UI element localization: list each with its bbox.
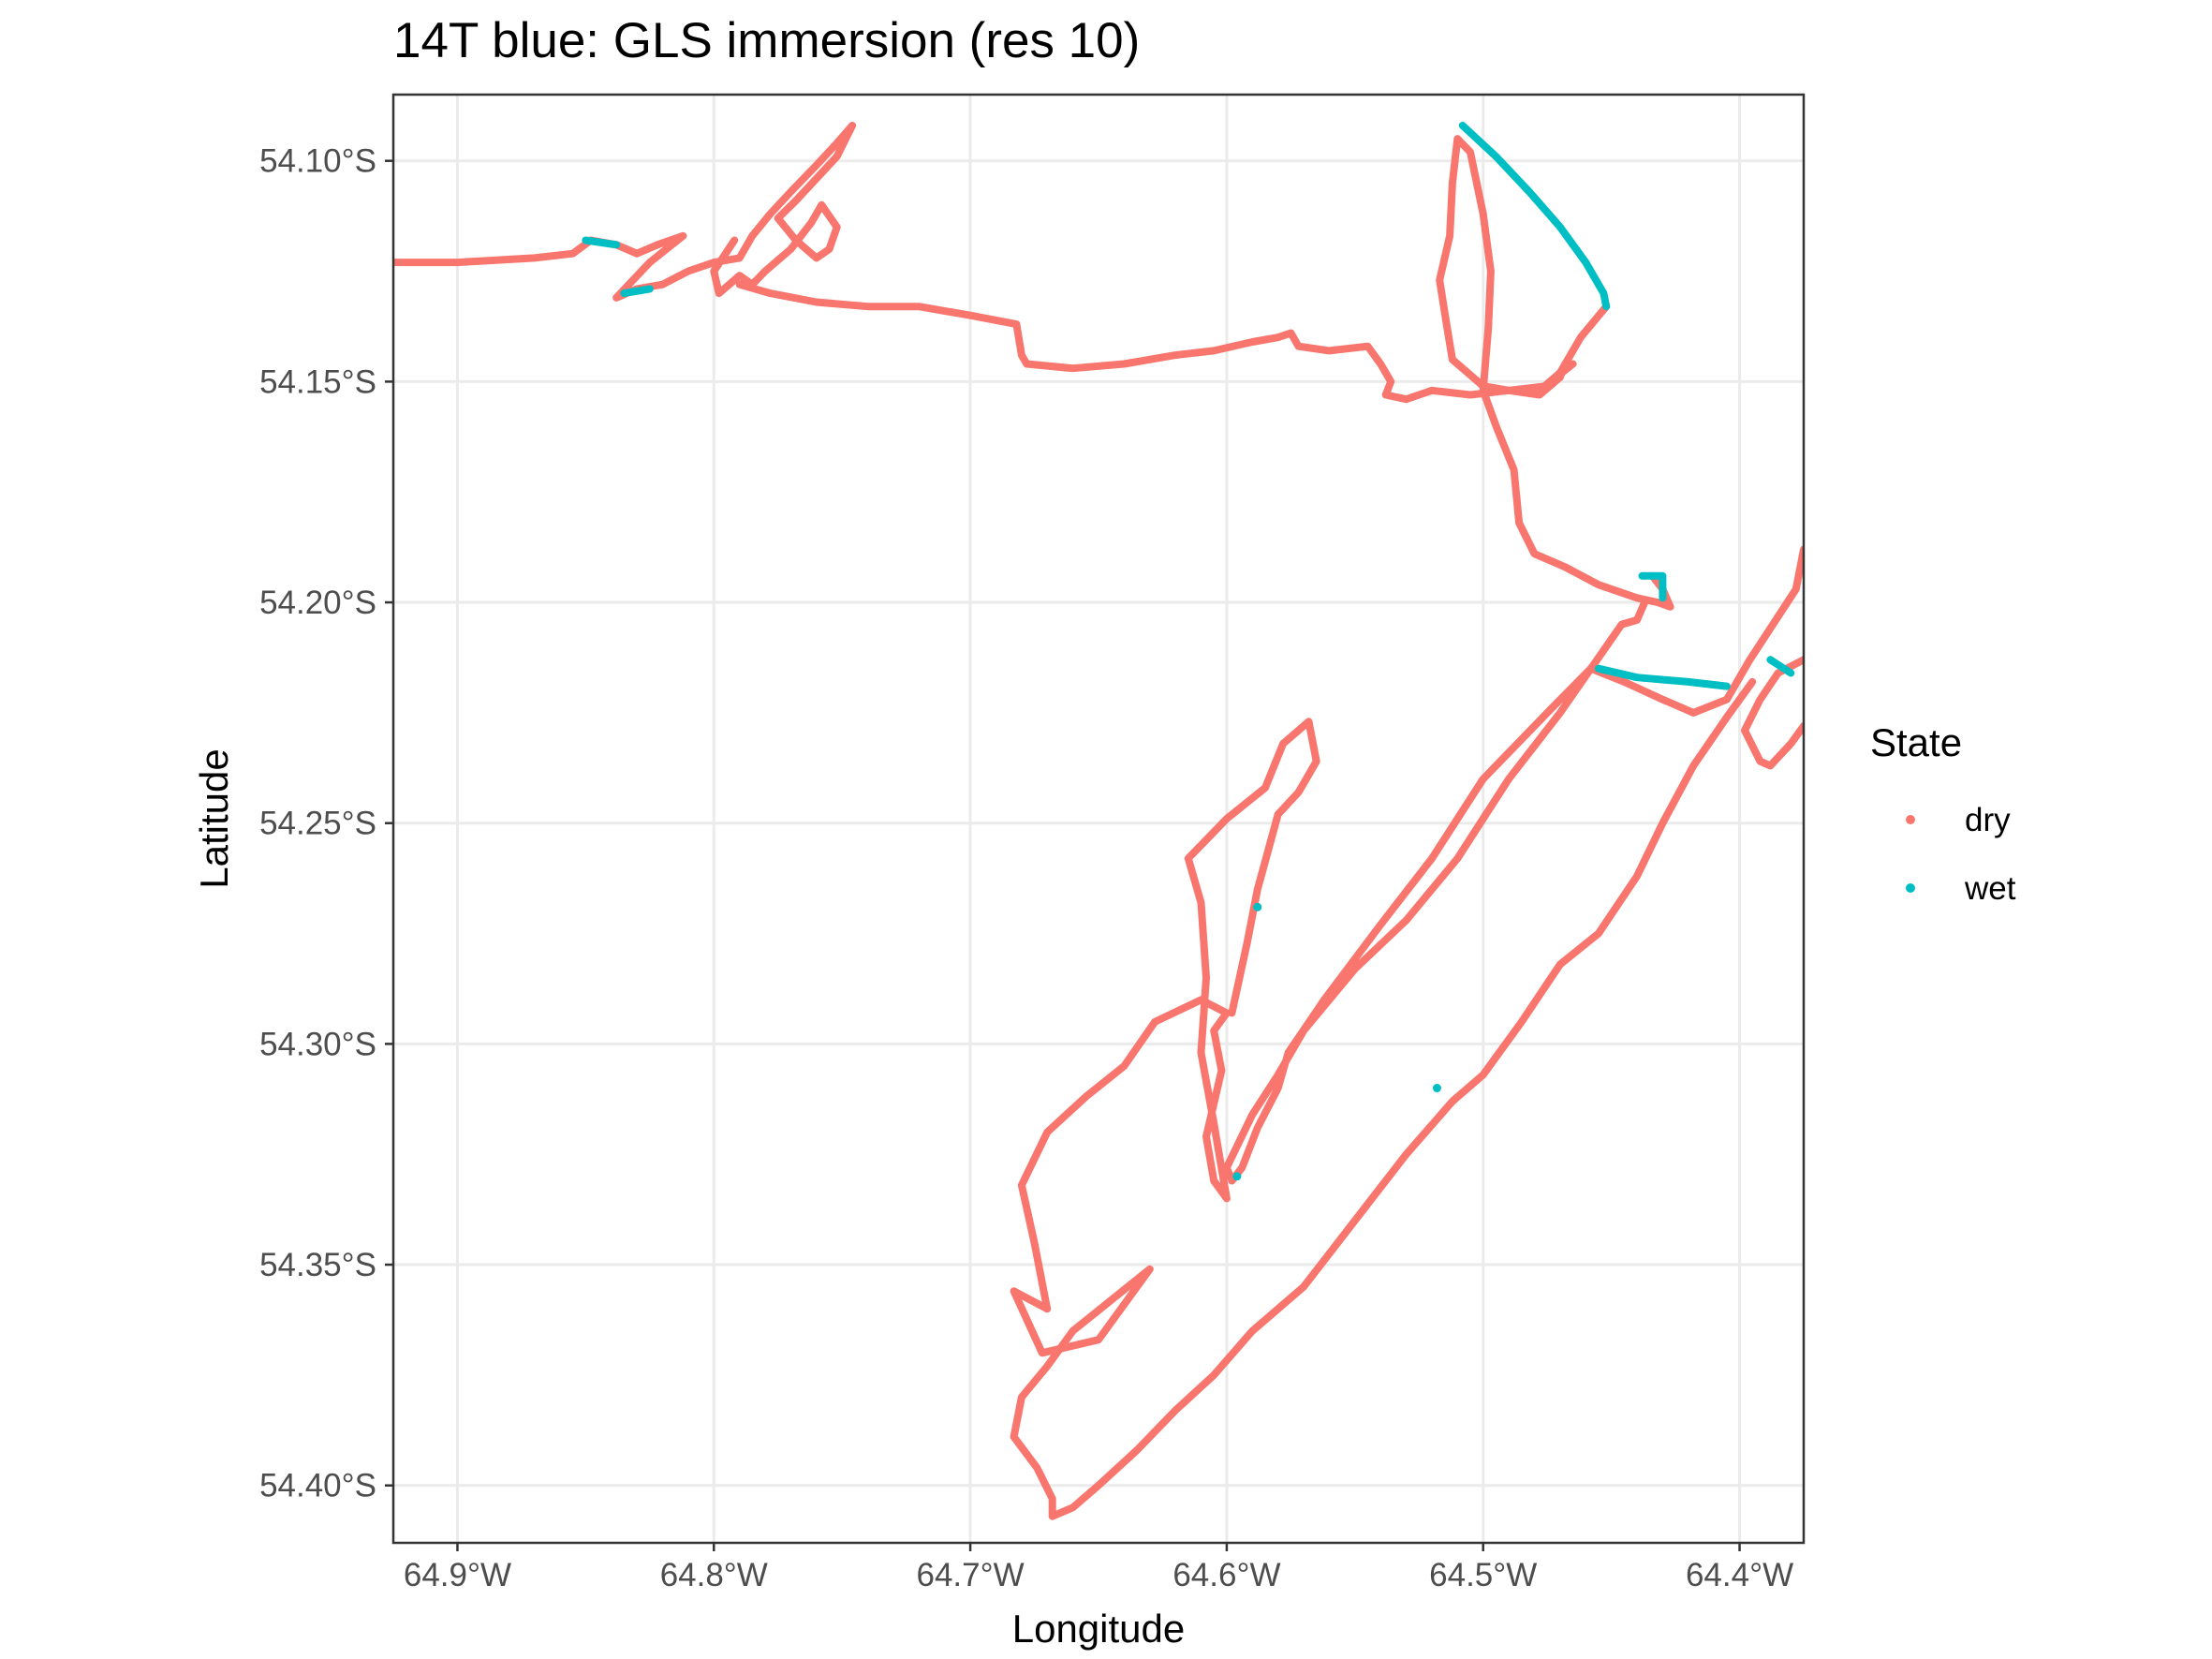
legend-title: State (1870, 720, 1962, 764)
y-tick-label: 54.15°S (259, 363, 376, 400)
track-dry (1222, 545, 1804, 1185)
data-point (1253, 902, 1262, 911)
y-tick-label: 54.25°S (259, 806, 376, 842)
series-wet (582, 122, 1795, 1181)
axes: 64.9°W 64.8°W 64.7°W 64.6°W 64.5°W 64.4°W 54.1… (259, 143, 1793, 1593)
track-dry (1741, 656, 1804, 770)
data-point (1432, 1084, 1441, 1093)
y-tick-label: 54.10°S (259, 143, 376, 180)
plot-background (393, 95, 1804, 1543)
track-dry (393, 122, 857, 302)
track-wet (1458, 122, 1611, 311)
legend-label-dry: dry (1965, 802, 2011, 838)
track-wet (1594, 664, 1731, 690)
legend-key-dry (1906, 815, 1915, 824)
track-wet (582, 236, 621, 249)
y-axis-title: Latitude (192, 748, 236, 888)
y-tick-label: 54.40°S (259, 1468, 376, 1504)
track-dry (1010, 677, 1757, 1520)
track-dry (1536, 303, 1611, 394)
x-tick-label: 64.7°W (917, 1557, 1025, 1593)
track-dry (735, 280, 1570, 404)
track-wet (1638, 571, 1667, 602)
y-tick-label: 54.20°S (259, 585, 376, 621)
data-layer (393, 122, 1804, 1520)
track-dry (1436, 135, 1674, 611)
x-tick-label: 64.6°W (1172, 1557, 1280, 1593)
legend: State dry wet (1870, 720, 2016, 907)
track-wet (620, 285, 654, 298)
legend-label-wet: wet (1964, 870, 2016, 907)
track-wet (1766, 656, 1795, 677)
data-point (1232, 1172, 1242, 1181)
y-tick-label: 54.35°S (259, 1247, 376, 1283)
x-axis-title: Longitude (1012, 1607, 1186, 1651)
series-dry (393, 122, 1804, 1520)
y-tick-label: 54.30°S (259, 1026, 376, 1062)
x-tick-label: 64.4°W (1686, 1557, 1793, 1593)
x-tick-label: 64.8°W (660, 1557, 768, 1593)
plot-border (391, 93, 1806, 1545)
legend-items: dry wet (1906, 802, 2016, 907)
legend-key-wet (1906, 883, 1915, 893)
chart-title: 14T blue: GLS immersion (res 10) (393, 13, 1140, 68)
x-tick-label: 64.5°W (1429, 1557, 1537, 1593)
x-tick-label: 64.9°W (404, 1557, 511, 1593)
